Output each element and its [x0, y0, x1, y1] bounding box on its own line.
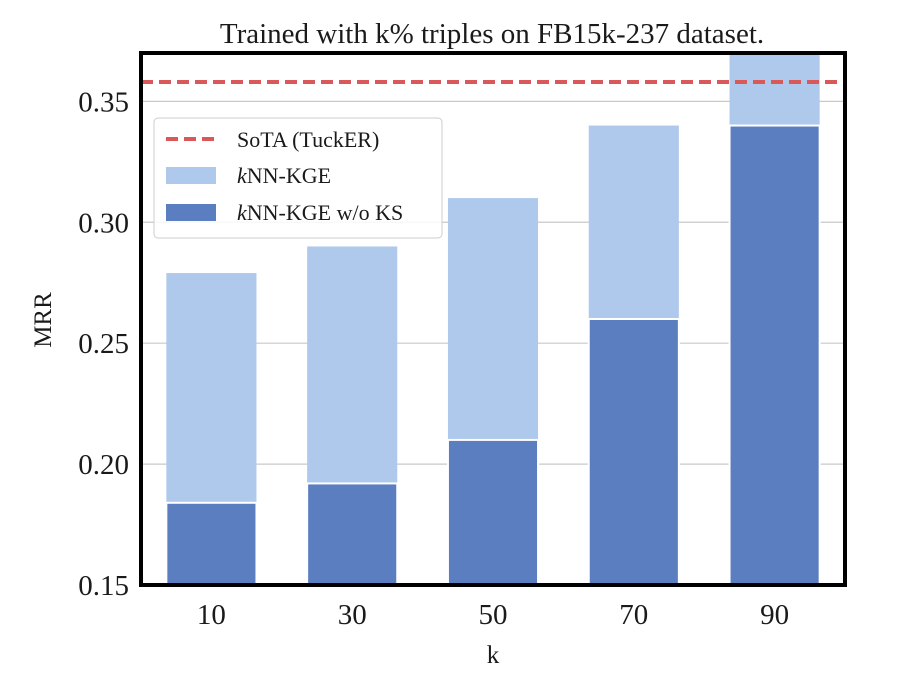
y-axis-label: MRR — [30, 292, 57, 348]
legend-label-knn-kge-rest: NN-KGE — [247, 163, 331, 188]
legend-swatch-knn-kge — [166, 167, 216, 184]
legend-label-knn-kge: kNN-KGE — [237, 163, 331, 188]
bar-knn-kge-w-o-ks-10 — [165, 501, 258, 587]
y-tick-label-4: 0.35 — [78, 86, 129, 118]
y-tick-label-0: 0.15 — [78, 570, 129, 602]
bar-knn-kge-w-o-ks-50 — [446, 438, 540, 586]
y-tick-label-2: 0.25 — [78, 328, 129, 360]
x-tick-label-70: 70 — [619, 599, 648, 631]
x-tick-label-50: 50 — [479, 599, 508, 631]
legend-label-sota: SoTA (TuckER) — [237, 127, 379, 152]
y-tick-labels: 0.15 0.20 0.25 0.30 0.35 — [78, 86, 129, 602]
legend: SoTA (TuckER) kNN-KGE kNN-KGE w/o KS — [153, 117, 443, 239]
x-tick-label-90: 90 — [760, 599, 789, 631]
x-tick-labels: 10 30 50 70 90 — [197, 599, 789, 631]
y-tick-label-3: 0.30 — [78, 207, 129, 239]
x-axis-label: k — [487, 642, 500, 669]
plot-frame — [139, 51, 847, 587]
legend-swatch-knn-kge-wo-ks — [166, 204, 216, 221]
x-tick-label-30: 30 — [338, 599, 367, 631]
x-tick-label-10: 10 — [197, 599, 226, 631]
legend-label-knn-kge-prefix: k — [237, 163, 248, 188]
legend-label-knn-kge-wo-ks-rest: NN-KGE w/o KS — [247, 200, 403, 225]
legend-label-knn-kge-wo-ks-prefix: k — [237, 200, 248, 225]
bar-knn-kge-w-o-ks-30 — [306, 482, 399, 587]
legend-label-knn-kge-wo-ks: kNN-KGE w/o KS — [237, 200, 403, 225]
bar-knn-kge-w-o-ks-70 — [587, 318, 680, 586]
y-tick-label-1: 0.20 — [78, 449, 129, 481]
bar-knn-kge-w-o-ks-90 — [728, 124, 821, 587]
bars — [165, 53, 821, 587]
legend-box — [153, 117, 443, 239]
chart-title: Trained with k% triples on FB15k-237 dat… — [220, 18, 764, 50]
